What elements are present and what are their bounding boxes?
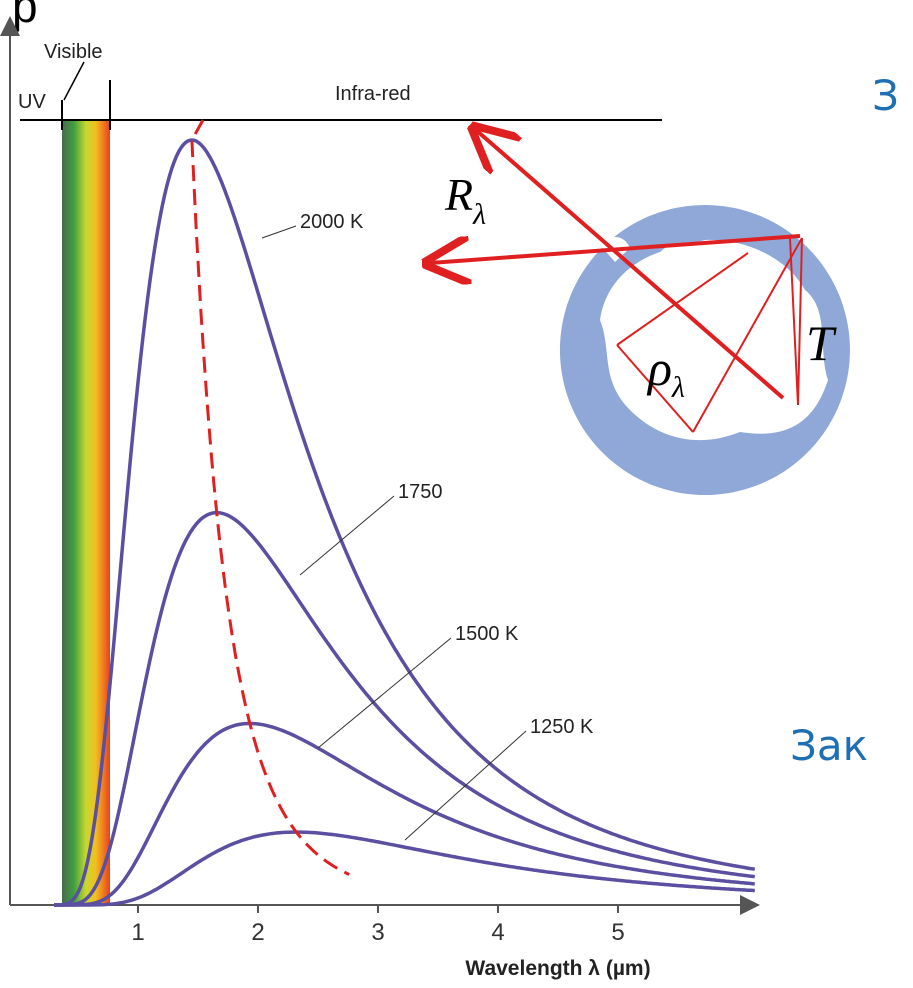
curve-label: 1500 K [455, 623, 519, 645]
symbol: ρ [646, 340, 672, 396]
leader-line [317, 637, 452, 749]
ray [616, 237, 803, 433]
curve [54, 721, 755, 907]
x-axis-label: Wavelength λ (µm) [465, 957, 650, 980]
x-tick-label: 1 [131, 919, 144, 946]
incident-ray [476, 130, 785, 400]
visible-pointer [63, 61, 85, 101]
cavity [559, 205, 850, 496]
visible-band [62, 120, 110, 905]
temperature-symbol: T [806, 315, 837, 371]
side-heading: Зак [790, 721, 868, 770]
curve-label: 1250 K [530, 716, 594, 738]
side-heading: З [872, 71, 899, 120]
density-symbol: ρλ [646, 340, 685, 404]
infrared-label: Infra-red [335, 83, 411, 105]
uv-label: UV [18, 91, 46, 113]
curve [54, 138, 756, 907]
visible-label: Visible [44, 41, 103, 63]
x-tick-label: 5 [611, 919, 624, 946]
curve [54, 510, 756, 907]
internal-rays [616, 237, 803, 433]
symbol: R [444, 169, 473, 220]
radiance-symbol: Rλ [444, 169, 486, 231]
curve-label: 1750 [398, 481, 443, 503]
leader-line [404, 730, 527, 841]
subscript: λ [671, 371, 685, 404]
wien-line [190, 119, 350, 876]
x-tick-label: 4 [491, 919, 504, 946]
x-tick-label: 3 [371, 919, 384, 946]
leader-line [261, 225, 297, 239]
x-tick-label: 2 [251, 919, 264, 946]
title-fragment: р [12, 0, 38, 32]
leader-line [299, 495, 395, 576]
curve-label: 2000 K [300, 211, 364, 233]
subscript: λ [472, 198, 486, 231]
curve [54, 830, 755, 907]
